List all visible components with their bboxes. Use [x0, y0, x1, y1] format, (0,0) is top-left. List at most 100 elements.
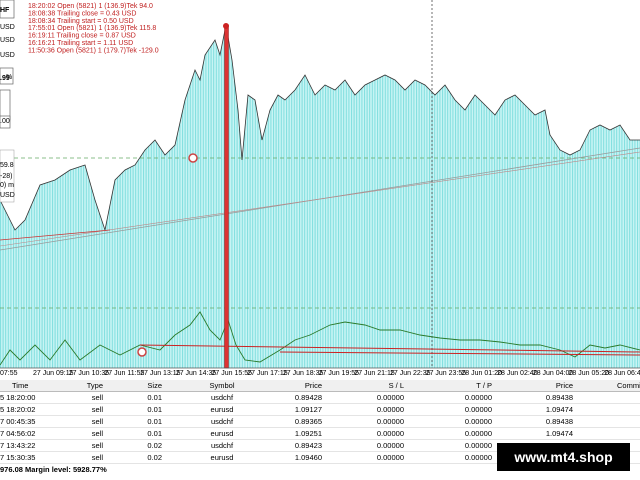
table-cell: 0.00000 [464, 405, 492, 414]
table-cell: 0.00000 [376, 393, 404, 402]
table-cell: usdchf [210, 441, 234, 450]
panel-text: .99 [0, 75, 10, 82]
marker [223, 23, 229, 29]
x-tick-label: 27 Jun 13:15 [140, 370, 181, 377]
table-cell: 1.09251 [294, 429, 322, 438]
table-cell: 0.00000 [464, 441, 492, 450]
panel-text: 0) m [0, 182, 14, 189]
table-cell: usdchf [210, 417, 234, 426]
table-cell: 7 15:30:35 [0, 453, 36, 462]
table-cell: 0.00000 [376, 453, 404, 462]
log-line: 18:20:02 Open (5821) 1 (136.9)Tek 94.0 [28, 3, 153, 10]
x-tick-label: 27 Jun 15:55 [212, 370, 253, 377]
table-row[interactable]: 5 18:20:02 sell 0.01 eurusd 1.09127 0.00000 0.… [0, 404, 640, 416]
log-line: 11:50:36 Open (5821) 1 (179.7)Tek -129.0 [28, 47, 159, 54]
table-row[interactable]: 7 04:56:02 sell 0.01 eurusd 1.09251 0.00000 0.… [0, 428, 640, 440]
table-cell: Price [304, 381, 322, 390]
log-line: 17:55:01 Open (5821) 1 (136.9)Tek 115.8 [28, 25, 156, 32]
log-line: 18:08:38 Trailing close = 0.43 USD [28, 10, 136, 17]
table-cell: 0.00000 [376, 405, 404, 414]
table-cell: 0.01 [147, 405, 162, 414]
trend-line [0, 229, 111, 241]
x-tick-label: 27 Jun 18:35 [283, 370, 324, 377]
table-cell: 1.09460 [294, 453, 322, 462]
table-cell: 0.00000 [464, 417, 492, 426]
table-cell: 5 18:20:02 [0, 405, 36, 414]
table-cell: sell [91, 405, 103, 414]
x-tick-label: 28 Jun 01:20 [461, 370, 502, 377]
table-cell: Time [12, 381, 29, 390]
table-cell: 0.00000 [464, 429, 492, 438]
equity-area [0, 25, 640, 368]
panel-text: 59.8 [0, 162, 14, 169]
table-cell: 1.09127 [294, 405, 322, 414]
panel-text: .00 [0, 118, 10, 125]
table-cell: 7 13:43:22 [0, 441, 36, 450]
table-cell: 0.00000 [464, 393, 492, 402]
x-tick-label: 27 Jun 21:15 [354, 370, 395, 377]
x-tick-label: 28 Jun 02:40 [497, 370, 538, 377]
table-cell: 1.09474 [545, 429, 573, 438]
x-tick-label: 28 Jun 06:4 [604, 370, 640, 377]
panel-text: HF [0, 7, 10, 14]
log-line: 16:16:21 Trailing start = 1.11 USD [28, 40, 133, 47]
table-cell: sell [91, 417, 103, 426]
table-cell: 1.09474 [545, 405, 573, 414]
table-cell: T / P [476, 381, 492, 390]
table-cell: Symbol [209, 381, 235, 390]
table-cell: Size [147, 381, 162, 390]
x-tick-label: 28 Jun 04:00 [533, 370, 574, 377]
table-cell: 0.00000 [376, 417, 404, 426]
x-tick-label: 27 Jun 22:35 [390, 370, 431, 377]
table-cell: 7 04:56:02 [0, 429, 36, 438]
table-cell: 5 18:20:00 [0, 393, 36, 402]
x-tick-label: 27 Jun 11:55 [104, 370, 144, 377]
table-cell: usdchf [210, 393, 234, 402]
watermark: www.mt4.shop [497, 443, 630, 471]
x-tick-label: 07:55 [0, 370, 18, 377]
table-row[interactable]: 5 18:20:00 sell 0.01 usdchf 0.89428 0.00000 0.… [0, 392, 640, 404]
table-header: Time Type Size Symbol Price S / L T / P Price Co… [0, 380, 640, 392]
table-cell: 0.89428 [294, 393, 322, 402]
table-cell: 0.02 [147, 441, 162, 450]
table-cell: Type [86, 381, 103, 390]
x-tick-label: 28 Jun 05:20 [569, 370, 610, 377]
table-cell: 0.02 [147, 453, 162, 462]
marker [188, 153, 198, 163]
table-cell: Commi [617, 381, 640, 390]
x-tick-label: 27 Jun 23:55 [426, 370, 467, 377]
panel-text: -28) [0, 173, 12, 180]
table-cell: 0.00000 [464, 453, 492, 462]
table-cell: sell [91, 429, 103, 438]
left-panel: HF USD USD USD%.99 .00 59.8 -28) 0) m USD [0, 0, 15, 203]
marker [137, 347, 147, 357]
log-line: 18:08:34 Trailing start = 0.50 USD [28, 18, 134, 25]
x-tick-label: 27 Jun 14:35 [176, 370, 217, 377]
red-line [139, 344, 640, 353]
marker-bar [224, 24, 229, 369]
panel-text: USD [0, 24, 15, 31]
balance-line [0, 311, 640, 366]
x-tick-label: 27 Jun 19:55 [319, 370, 360, 377]
equity-line [0, 24, 640, 232]
status-bar: 976.08 Margin level: 5928.77% [0, 465, 107, 474]
x-tick-label: 27 Jun 17:15 [247, 370, 288, 377]
table-cell: 0.89438 [545, 393, 573, 402]
chart-window: 18:20:02 Open (5821) 1 (136.9)Tek 94.018… [0, 0, 640, 378]
table-cell: eurusd [210, 429, 234, 438]
x-tick-label: 27 Jun 09:15 [33, 370, 74, 377]
table-cell: eurusd [210, 453, 234, 462]
table-cell: sell [91, 453, 103, 462]
table-row[interactable]: 7 00:45:35 sell 0.01 usdchf 0.89365 0.00000 0.… [0, 416, 640, 428]
panel-text: USD [0, 192, 15, 199]
table-cell: S / L [388, 381, 404, 390]
table-cell: 0.01 [147, 393, 162, 402]
table-cell: 0.89365 [294, 417, 322, 426]
table-cell: sell [91, 441, 103, 450]
table-cell: 7 00:45:35 [0, 417, 36, 426]
table-cell: Price [555, 381, 573, 390]
table-cell: 0.89438 [545, 417, 573, 426]
table-cell: 0.89423 [294, 441, 322, 450]
